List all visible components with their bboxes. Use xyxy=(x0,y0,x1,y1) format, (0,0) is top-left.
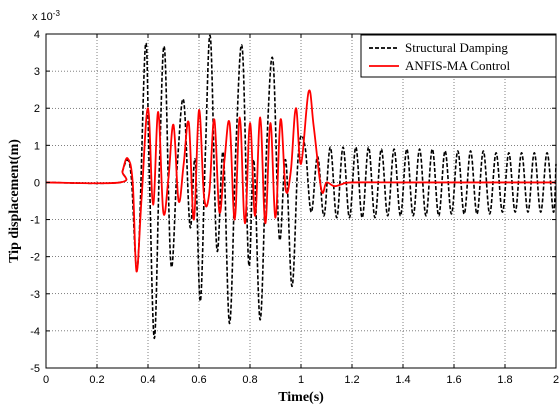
x-tick-label: 0.8 xyxy=(242,374,257,386)
y-multiplier-base: x 10 xyxy=(32,11,53,23)
y-multiplier-label: x 10-3 xyxy=(32,9,60,24)
series-line-anfis-ma-control xyxy=(45,89,556,273)
x-tick-label: 0.2 xyxy=(89,374,104,386)
legend-box xyxy=(360,34,557,78)
plot-background xyxy=(46,34,556,368)
x-tick-label: 0.6 xyxy=(191,374,206,386)
y-tick-label: 1 xyxy=(34,140,40,152)
y-axis-label: Tip displacement(m) xyxy=(7,139,22,263)
series-layer xyxy=(45,34,557,340)
x-tick-label: 2 xyxy=(553,374,559,386)
y-tick-label: -1 xyxy=(30,215,40,227)
x-tick-label: 1 xyxy=(298,374,304,386)
y-tick-label: -5 xyxy=(30,363,40,375)
y-tick-label: 4 xyxy=(34,29,40,41)
x-tick-label: 1.8 xyxy=(497,374,512,386)
legend: Structural Damping ANFIS-MA Control xyxy=(360,34,557,78)
y-tick-label: 3 xyxy=(34,66,40,78)
x-tick-label: 0 xyxy=(43,374,49,386)
y-tick-label: 0 xyxy=(34,177,40,189)
y-multiplier-exponent: -3 xyxy=(53,9,61,18)
x-tick-label: 1.4 xyxy=(395,374,410,386)
series-line-structural-damping xyxy=(45,34,557,340)
x-tick-label: 1.2 xyxy=(344,374,359,386)
x-tick-label: 0.4 xyxy=(140,374,155,386)
y-tick-label: -2 xyxy=(30,252,40,264)
legend-entry: Structural Damping xyxy=(405,40,508,55)
y-tick-label: -4 xyxy=(30,326,40,338)
legend-entry: ANFIS-MA Control xyxy=(405,58,510,73)
x-axis-label: Time(s) xyxy=(278,390,324,405)
y-tick-label: -3 xyxy=(30,289,40,301)
y-tick-label: 2 xyxy=(34,103,40,115)
tick-labels: 0 0.2 0.4 0.6 0.8 1 1.2 1.4 1.6 1.8 2 -5 -4 -3 -2 -1 0 1 2… xyxy=(30,29,559,386)
x-tick-label: 1.6 xyxy=(446,374,461,386)
